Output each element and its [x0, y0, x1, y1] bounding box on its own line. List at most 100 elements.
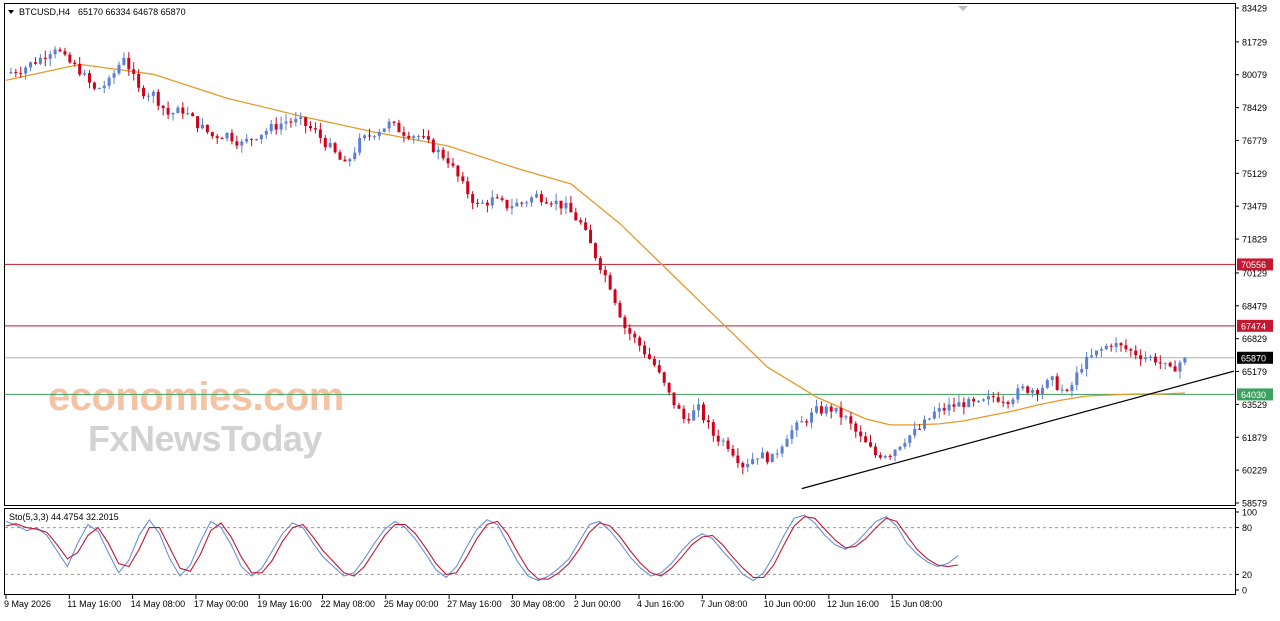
candle-bull — [97, 88, 101, 90]
candle-bear — [598, 258, 602, 270]
candle-bull — [176, 107, 180, 114]
candle-bear — [426, 136, 430, 140]
time-tick-label: 30 May 08:00 — [510, 599, 565, 609]
candle-bull — [898, 446, 902, 450]
candle-bull — [112, 73, 116, 78]
symbol-label: BTCUSD,H4 — [19, 7, 70, 17]
candle-bear — [1124, 345, 1128, 350]
candle-bear — [652, 358, 656, 366]
candle-bull — [48, 54, 52, 59]
candle-bear — [1173, 366, 1177, 372]
time-axis: 9 May 2026 11 May 16:00 14 May 08:00 17 May… — [4, 595, 942, 609]
candle-bear — [422, 136, 426, 138]
time-tick-label: 9 May 2026 — [4, 599, 51, 609]
level-tag-67474 — [1237, 319, 1273, 332]
candle-bull — [810, 412, 814, 423]
candle-bear — [392, 121, 396, 123]
chart-shift-marker[interactable] — [958, 6, 968, 11]
candle-bear — [618, 302, 622, 318]
level-value-65870: 65870 — [1241, 353, 1266, 363]
candle-bear — [68, 54, 72, 63]
candle-bear — [196, 116, 200, 129]
candle-bull — [893, 449, 897, 457]
candle-bull — [795, 422, 799, 431]
candle-bear — [741, 463, 745, 468]
candle-bull — [417, 136, 421, 138]
candle-bull — [1163, 362, 1167, 364]
candle-bull — [564, 202, 568, 209]
level-tag-65870 — [1237, 351, 1273, 364]
stoch-tick-label: 100 — [1242, 508, 1257, 518]
candle-bear — [73, 62, 77, 64]
candle-bull — [927, 418, 931, 420]
candle-bull — [372, 136, 376, 138]
price-tick-label: 65179 — [1242, 367, 1267, 377]
stochastic-indicator: 100 80 20 0 — [5, 508, 1257, 596]
candle-bull — [1099, 349, 1103, 351]
candle-bear — [711, 422, 715, 436]
trendline-group — [801, 370, 1235, 490]
candle-bear — [161, 105, 165, 109]
candle-bear — [1109, 345, 1113, 347]
symbol-dropdown-icon[interactable] — [8, 10, 14, 14]
candle-bear — [942, 408, 946, 411]
candle-bull — [225, 132, 229, 139]
candle-bull — [146, 95, 150, 97]
candle-bull — [947, 404, 951, 411]
candle-bear — [274, 124, 278, 130]
candle-bull — [1050, 376, 1054, 381]
candle-bull — [1060, 389, 1064, 391]
candle-bear — [137, 73, 141, 88]
candle-bear — [873, 446, 877, 456]
candle-bear — [63, 51, 67, 55]
time-tick-label: 10 Jun 00:00 — [764, 599, 816, 609]
candle-bull — [525, 202, 529, 204]
stoch-tick-label: 80 — [1242, 523, 1252, 533]
candle-bear — [88, 73, 92, 83]
price-tick-label: 68479 — [1242, 301, 1267, 311]
candle-bear — [441, 149, 445, 159]
candle-bull — [107, 77, 111, 86]
candle-bull — [1144, 357, 1148, 360]
time-tick-label: 19 May 16:00 — [257, 599, 312, 609]
candle-bear — [466, 181, 470, 195]
candle-bear — [613, 289, 617, 303]
candle-bear — [657, 365, 661, 373]
candle-bull — [981, 399, 985, 401]
candle-bull — [240, 141, 244, 146]
candle-bull — [903, 442, 907, 447]
candle-bear — [603, 269, 607, 276]
candle-bear — [215, 136, 219, 139]
candle-bear — [647, 354, 651, 359]
stoch-line-main — [5, 514, 959, 582]
candle-bull — [436, 149, 440, 153]
candle-bear — [765, 452, 769, 463]
candle-bear — [716, 435, 720, 442]
candle-bear — [854, 423, 858, 432]
candle-bull — [760, 452, 764, 459]
candle-bull — [1094, 350, 1098, 356]
stoch-tick-label: 0 — [1242, 586, 1247, 596]
candle-bear — [589, 229, 593, 244]
price-tick-label: 66829 — [1242, 334, 1267, 344]
candle-bull — [102, 85, 106, 89]
candle-bear — [677, 405, 681, 409]
candle-bear — [397, 122, 401, 133]
candle-bear — [584, 222, 588, 230]
level-tag-70556 — [1237, 258, 1273, 271]
candle-bear — [43, 57, 47, 59]
candle-bear — [702, 404, 706, 421]
candle-bull — [83, 73, 87, 75]
indicator-panel-frame — [4, 508, 1236, 595]
price-tick-label: 73479 — [1242, 202, 1267, 212]
candle-bull — [785, 438, 789, 447]
candle-bull — [721, 440, 725, 442]
candle-bear — [19, 73, 23, 75]
candle-bear — [829, 406, 833, 412]
candle-bull — [387, 121, 391, 129]
candle-bear — [952, 404, 956, 407]
candle-bear — [1153, 356, 1157, 363]
candle-bear — [132, 69, 136, 74]
price-tick-label: 81729 — [1242, 37, 1267, 47]
time-tick-label: 25 May 00:00 — [384, 599, 439, 609]
